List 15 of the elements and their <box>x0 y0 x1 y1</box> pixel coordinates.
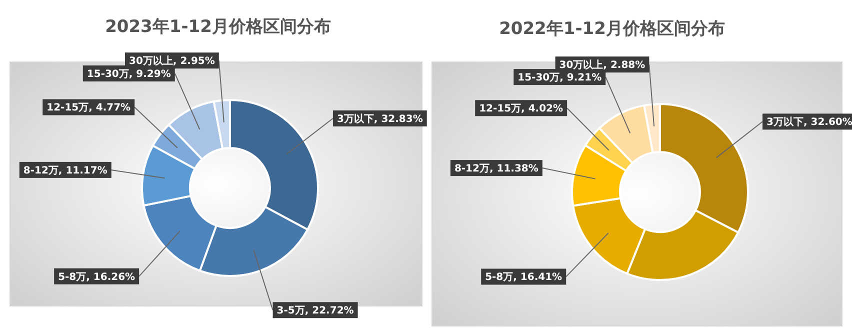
slice-label: 30万以上, 2.95% <box>129 55 215 68</box>
chart-title: 2023年1-12月价格区间分布 <box>105 17 331 37</box>
slice-label: 30万以上, 2.88% <box>559 58 646 71</box>
slice-label: 15-30万, 9.21% <box>518 72 602 84</box>
slice-label: 3万以下, 32.83% <box>336 112 423 125</box>
slice-label: 5-8万, 16.26% <box>58 272 136 283</box>
slice-label: 12-15万, 4.77% <box>46 102 131 114</box>
slice-label: 8-12万, 11.38% <box>454 164 538 175</box>
slice-label: 8-12万, 11.17% <box>23 165 108 176</box>
slice-label: 3-5万, 22.72% <box>276 306 354 317</box>
chart-title: 2022年1-12月价格区间分布 <box>499 19 725 39</box>
slice-label: 15-30万, 9.29% <box>86 68 171 80</box>
slice-label: 3万以下, 32.60% <box>766 116 852 128</box>
slice-label: 12-15万, 4.02% <box>479 104 564 115</box>
slice-label: 5-8万, 16.41% <box>485 272 562 284</box>
